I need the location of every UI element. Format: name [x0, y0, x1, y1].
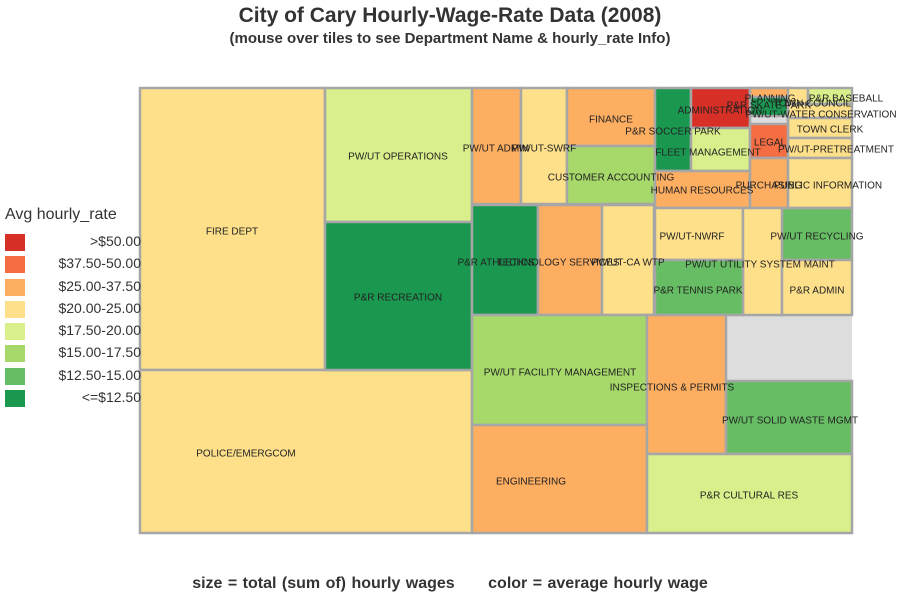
tile-pw-ut-operations[interactable]: [323, 86, 474, 224]
tile-label-p-r-soccer-park: P&R SOCCER PARK: [625, 127, 721, 138]
tile-label-pw-ut-facility-management: PW/UT FACILITY MANAGEMENT: [484, 368, 636, 379]
tile-pw-ut-recycling[interactable]: [780, 206, 854, 262]
tile-label-p-r-recreation: P&R RECREATION: [354, 293, 442, 304]
tile-label-p-r-admin: P&R ADMIN: [789, 286, 844, 297]
tile-label-pw-ut-utility-system-maint: PW/UT UTILITY SYSTEM MAINT: [685, 260, 835, 271]
tile-label-p-r-skate-park: P&R SKATE PARK: [727, 101, 812, 112]
legend-swatch: [5, 278, 25, 296]
tile-label-town-clerk: TOWN CLERK: [797, 125, 864, 136]
tile-police-emergcom[interactable]: [138, 368, 474, 535]
legend-item: $12.50-15.00: [5, 366, 145, 388]
tile-label-administration: ADMINISTRATION: [678, 106, 763, 117]
legend-swatch: [5, 390, 25, 408]
footer-size-note: size = total (sum of) hourly wages: [192, 575, 455, 592]
tile-label-inspections-permits: INSPECTIONS & PERMITS: [610, 383, 735, 394]
legend-item: >$50.00: [5, 232, 145, 254]
legend-swatch: [5, 300, 25, 318]
legend-label: $20.00-25.00: [58, 299, 141, 316]
tile-label-public-information: PUBLIC INFORMATION: [774, 181, 882, 192]
tile-label-finance: FINANCE: [589, 115, 633, 126]
footer-color-note: color = average hourly wage: [488, 575, 708, 592]
tile-label-police-emergcom: POLICE/EMERGCOM: [196, 449, 295, 460]
legend-label: $37.50-50.00: [58, 255, 141, 272]
tile-label-pw-ut-ca-wtp: PW/UT-CA WTP: [591, 258, 665, 269]
tile-label-pw-ut-water-conservation: PW/UT-WATER CONSERVATION: [745, 110, 896, 121]
tile-inspections-permits[interactable]: [645, 313, 728, 456]
tile-label-legal: LEGAL: [754, 138, 787, 149]
legend-item: <=$12.50: [5, 388, 145, 410]
tile-p-r-cultural-res[interactable]: [645, 452, 854, 535]
tile-label-pw-ut-solid-waste-mgmt: PW/UT SOLID WASTE MGMT: [722, 416, 858, 427]
tile-label-pw-ut-nwrf: PW/UT-NWRF: [660, 232, 725, 243]
legend-title: Avg hourly_rate: [5, 206, 117, 223]
legend-label: >$50.00: [90, 233, 141, 249]
tile-label-town-council: TOWN COUNCIL: [773, 99, 852, 110]
tile-label-p-r-tennis-park: P&R TENNIS PARK: [653, 286, 742, 297]
legend-item: $25.00-37.50: [5, 277, 145, 299]
tile-fire-dept[interactable]: [138, 86, 327, 372]
tile-label-pw-ut-swrf: PW/UT-SWRF: [512, 144, 576, 155]
tile-label-fleet-management: FLEET MANAGEMENT: [655, 148, 760, 159]
tile-legal[interactable]: [748, 122, 790, 160]
tile-label-engineering: ENGINEERING: [496, 477, 566, 488]
tile-label-human-resources: HUMAN RESOURCES: [651, 186, 754, 197]
legend-swatch: [5, 256, 25, 274]
legend-swatch: [5, 234, 25, 251]
footer-note: size = total (sum of) hourly wages color…: [0, 575, 900, 593]
legend-item: $37.50-50.00: [5, 254, 145, 276]
tile-label-technology-services: TECHNOLOGY SERVICES: [497, 258, 620, 269]
tile-pw-ut-swrf[interactable]: [519, 86, 569, 206]
chart-subtitle: (mouse over tiles to see Department Name…: [229, 30, 671, 47]
tile-label-p-r-cultural-res: P&R CULTURAL RES: [700, 491, 799, 502]
chart-title: City of Cary Hourly-Wage-Rate Data (2008…: [238, 4, 662, 27]
legend-label: $25.00-37.50: [58, 277, 141, 294]
legend-item: $15.00-17.50: [5, 343, 145, 365]
tile-purchasing[interactable]: [748, 156, 790, 210]
tile-label-purchasing: PURCHASING: [736, 181, 803, 192]
legend-item: $17.50-20.00: [5, 321, 145, 343]
legend-item: $20.00-25.00: [5, 299, 145, 321]
tile-pw-ut-solid-waste-mgmt[interactable]: [724, 379, 854, 456]
legend-swatch: [5, 345, 25, 363]
tile-label-fire-dept: FIRE DEPT: [206, 227, 258, 238]
tile-label-pw-ut-pretreatment: PW/UT-PRETREATMENT: [778, 145, 894, 156]
legend-label: $17.50-20.00: [58, 322, 141, 339]
tile-engineering[interactable]: [470, 423, 649, 535]
legend: Avg hourly_rate >$50.00 $37.50-50.00 $25…: [5, 206, 145, 410]
tile-p-r-admin[interactable]: [780, 258, 854, 317]
tile-label-customer-accounting: CUSTOMER ACCOUNTING: [548, 173, 675, 184]
tile-label-pw-ut-admin: PW/UT ADMIN: [463, 144, 529, 155]
tile-label-pw-ut-operations: PW/UT OPERATIONS: [348, 152, 448, 163]
tile-pw-ut-facility-management[interactable]: [470, 313, 649, 427]
tile-label-planning: PLANNING: [744, 94, 795, 105]
tile-label-p-r-baseball: P&R BASEBALL: [809, 94, 884, 105]
tile-pw-ut-admin[interactable]: [470, 86, 523, 206]
legend-label: $15.00-17.50: [58, 344, 141, 361]
legend-label: $12.50-15.00: [58, 366, 141, 383]
tile-label-p-r-athletics: P&R ATHLETICS: [457, 258, 534, 269]
legend-swatch: [5, 367, 25, 385]
tile-technology-services[interactable]: [536, 203, 604, 317]
tile-label-pw-ut-recycling: PW/UT RECYCLING: [770, 232, 863, 243]
legend-label: <=$12.50: [81, 389, 141, 406]
legend-swatch: [5, 323, 25, 341]
tile-p-r-athletics[interactable]: [470, 203, 540, 317]
